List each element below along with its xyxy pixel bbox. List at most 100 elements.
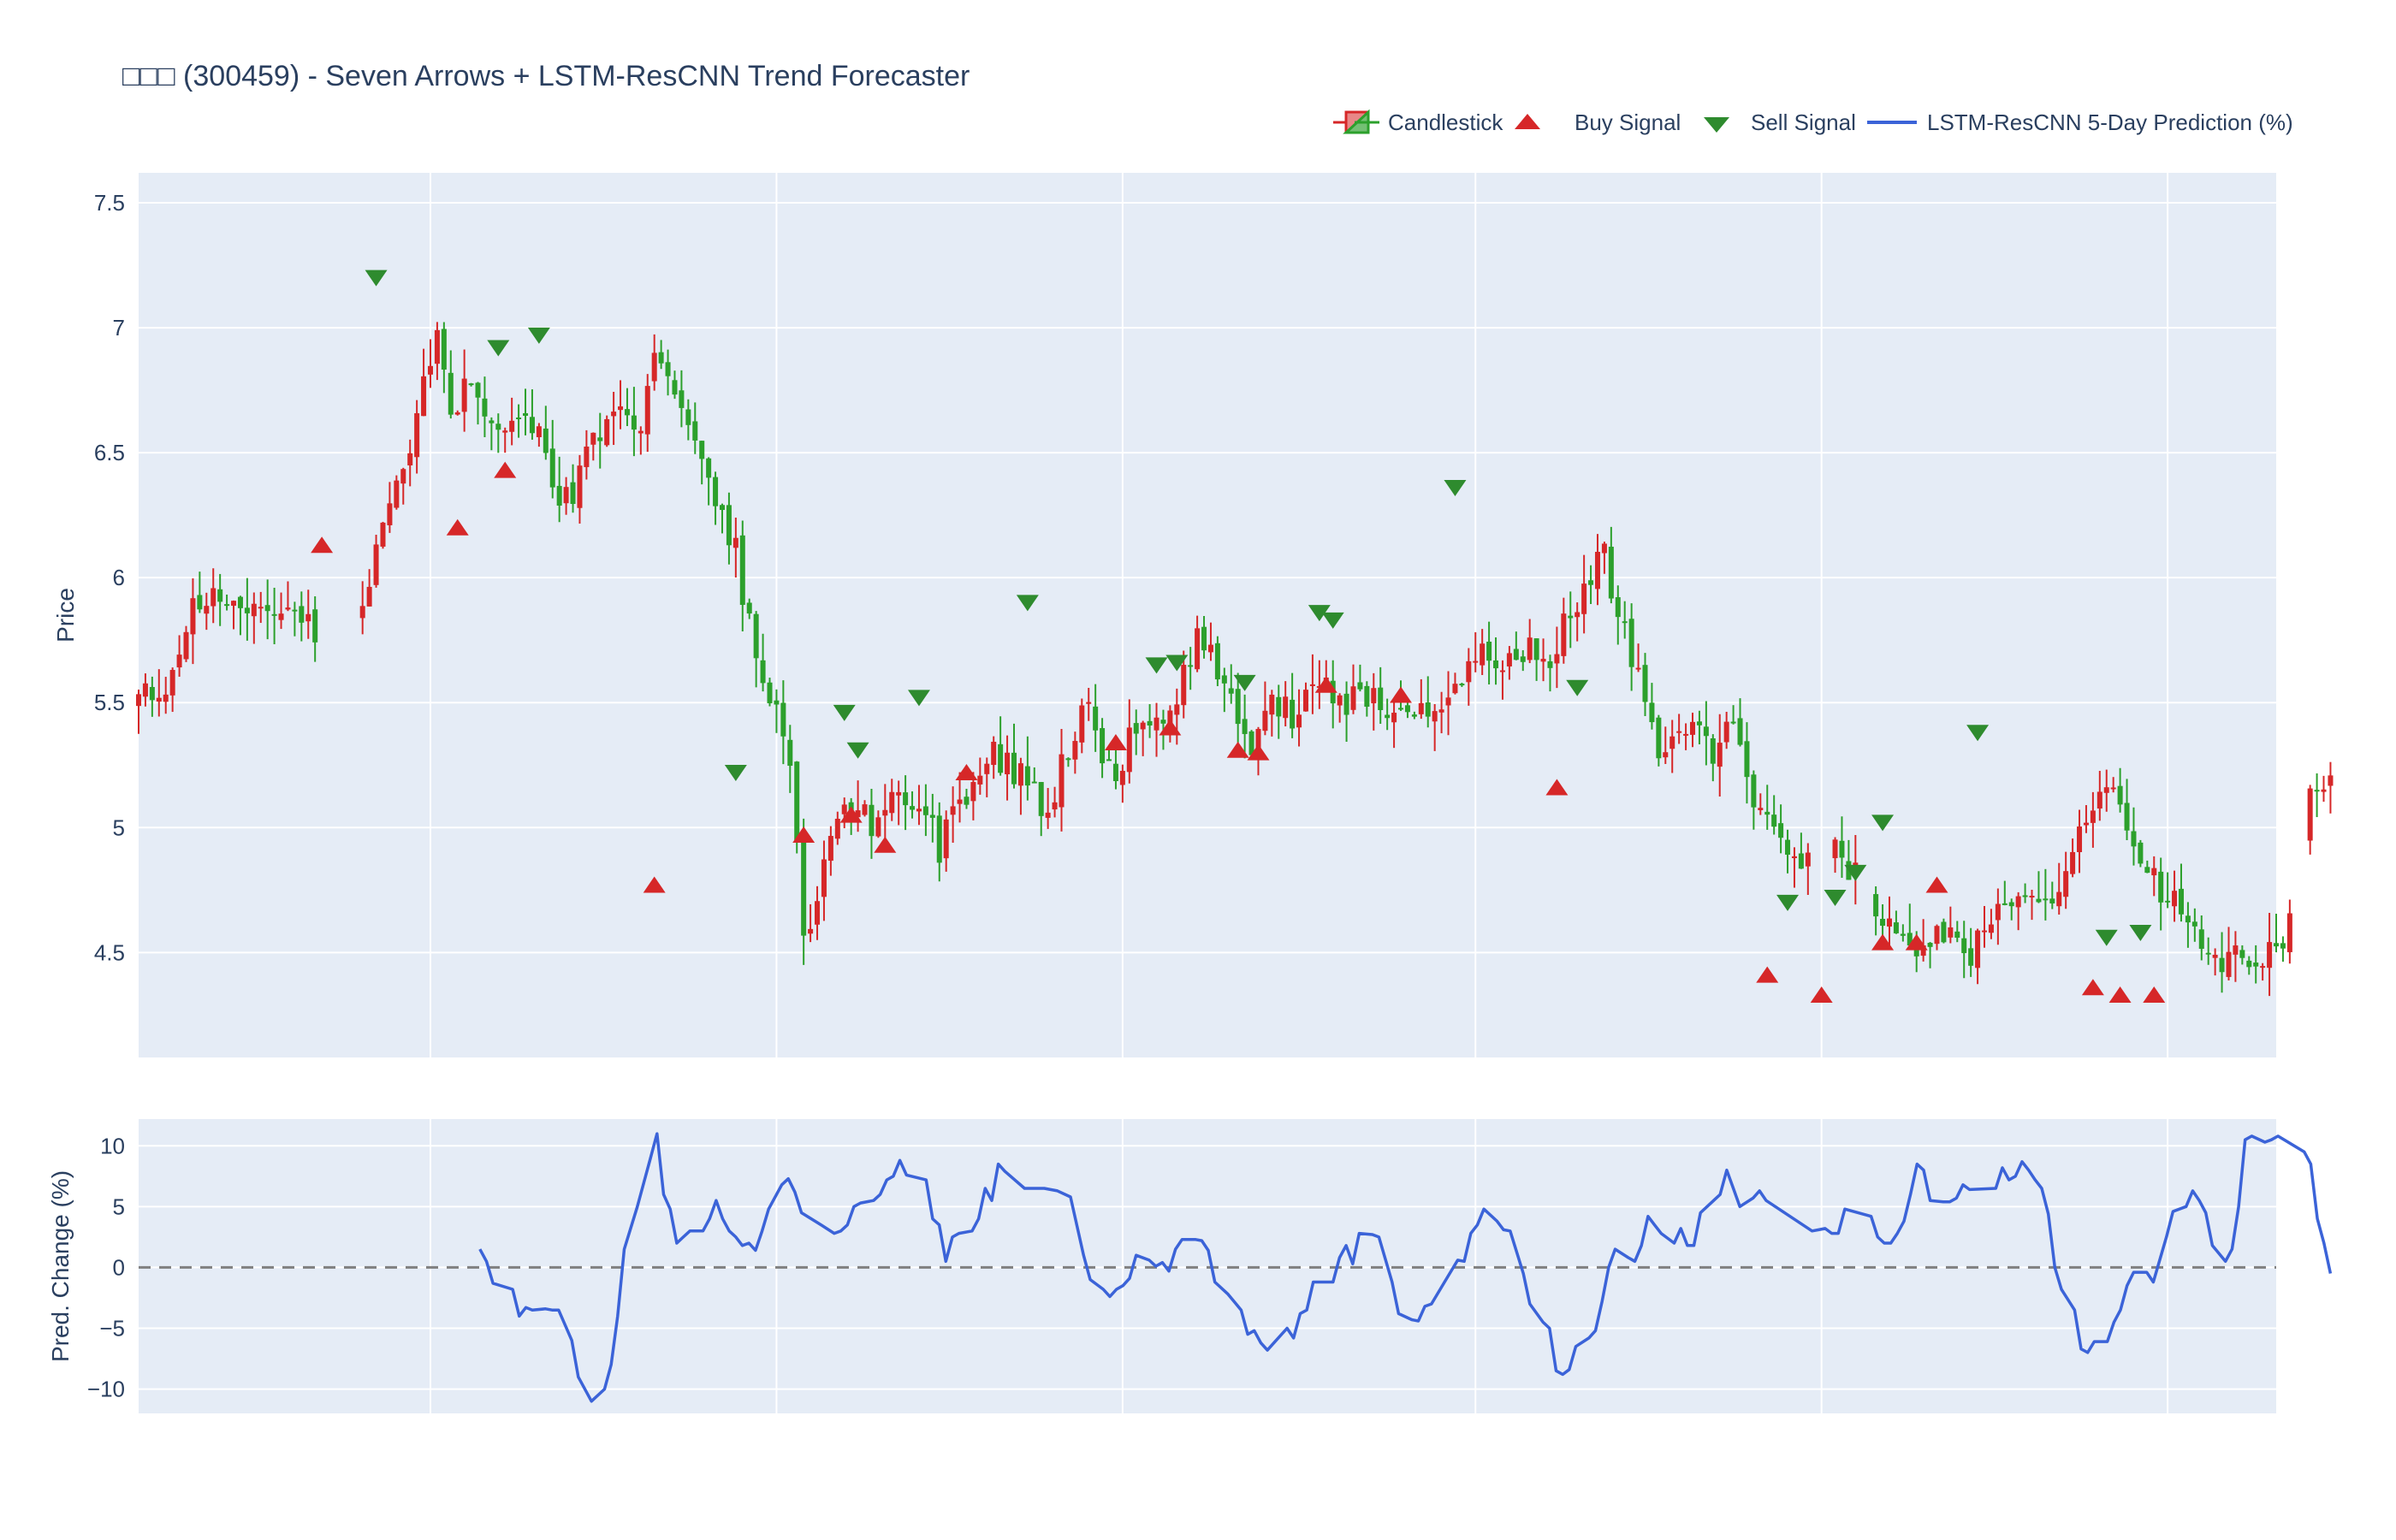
candle-body [271, 613, 277, 616]
candle-body [1059, 754, 1065, 808]
price-y-tick-label: 5.5 [94, 690, 125, 715]
candle-body [964, 797, 970, 805]
legend[interactable]: Candlestick Buy Signal Sell Signal LSTM-… [1333, 109, 2293, 135]
candle-body [1343, 693, 1349, 715]
candle-body [1954, 931, 1960, 939]
candle-body [1920, 945, 1926, 957]
candle-body [1031, 781, 1037, 784]
buy-signal-marker [311, 536, 334, 554]
candle-body [739, 535, 745, 605]
candle-body [285, 607, 291, 610]
candle-body [922, 806, 928, 815]
candle-body [597, 437, 603, 441]
candle-body [366, 586, 372, 607]
candle-body [1133, 723, 1139, 734]
candle-body [135, 694, 142, 707]
candle-body [1086, 702, 1092, 704]
candle-body [2124, 803, 2130, 831]
candle-body [1242, 719, 1248, 734]
candle-body [808, 928, 814, 934]
candle-body [549, 448, 555, 488]
candle-body [1839, 840, 1845, 858]
candles [135, 322, 2334, 997]
legend-item-sell-signal[interactable]: Sell Signal [1704, 110, 1856, 135]
prediction-axis-title: Pred. Change (%) [47, 1170, 74, 1362]
candle-body [2015, 896, 2021, 908]
prediction-y-tick-label: −5 [99, 1315, 125, 1341]
candle-body [1438, 709, 1444, 713]
candle-body [1106, 759, 1112, 761]
candle-body [903, 792, 909, 806]
triangle-up-icon [1515, 114, 1540, 129]
candle-body [1255, 729, 1261, 757]
candle-body [2226, 951, 2232, 977]
candle-body [278, 613, 284, 620]
candle-body [516, 418, 522, 420]
candle-body [570, 482, 576, 505]
candle-body [713, 477, 719, 506]
candle-body [1391, 713, 1397, 723]
candle-body [1228, 688, 1234, 694]
candle-body [1248, 731, 1254, 755]
buy-signal-marker [1314, 676, 1337, 693]
buy-signal-marker [1871, 933, 1895, 951]
sell-signal-marker [724, 765, 747, 782]
candle-body [1418, 702, 1424, 714]
buy-signal-marker [1226, 741, 1249, 758]
candle-body [1744, 741, 1750, 778]
candle-body [1561, 613, 1567, 656]
sell-signal-marker [2095, 929, 2118, 946]
prediction-y-tick-label: 10 [100, 1133, 125, 1158]
legend-item-buy-signal[interactable]: Buy Signal [1515, 110, 1681, 135]
candle-body [1751, 774, 1757, 808]
candle-body [1968, 948, 1974, 966]
candle-body [760, 660, 766, 684]
candle-body [1005, 752, 1011, 775]
prediction-series-line [478, 1132, 2333, 1403]
buy-signal-marker [1905, 933, 1928, 951]
candle-body [1988, 924, 1994, 933]
candle-body [1975, 930, 1981, 968]
candle-body [264, 605, 270, 612]
candle-body [1119, 770, 1125, 785]
candle-body [2036, 898, 2042, 903]
candle-body [176, 654, 182, 668]
candle-body [556, 485, 562, 506]
candle-body [2328, 775, 2334, 786]
candle-body [231, 601, 237, 606]
candle-body [163, 694, 169, 702]
candle-body [407, 453, 413, 465]
candle-body [237, 596, 243, 608]
candle-body [2083, 822, 2089, 826]
candle-body [142, 683, 148, 697]
candle-body [2239, 950, 2245, 958]
candle-body [1466, 660, 1472, 683]
candle-body [1126, 727, 1132, 773]
candle-body [373, 544, 379, 585]
candle-body [1785, 839, 1791, 855]
candle-body [1100, 728, 1106, 764]
candle-body [421, 376, 427, 417]
candle-body [1683, 733, 1689, 736]
candle-body [1432, 711, 1438, 722]
candle-body [1568, 615, 1574, 619]
legend-item-prediction[interactable]: LSTM-ResCNN 5-Day Prediction (%) [1867, 110, 2293, 135]
candle-body [889, 791, 895, 814]
candle-body [1221, 675, 1227, 684]
candle-body [1072, 741, 1078, 760]
buy-signal-marker [839, 806, 863, 823]
prediction-y-tick-label: 5 [113, 1194, 125, 1219]
candle-body [2008, 902, 2014, 907]
candle-body [611, 412, 617, 417]
candle-body [2314, 790, 2320, 792]
legend-item-candlestick[interactable]: Candlestick [1333, 109, 1503, 135]
candle-body [454, 412, 460, 415]
candle-body [1961, 938, 1967, 954]
sell-signal-marker [2129, 924, 2152, 941]
candle-body [1927, 942, 1933, 947]
candle-body [1689, 721, 1696, 735]
buy-signal-marker [446, 518, 469, 536]
candle-body [1214, 643, 1220, 680]
candle-body [523, 412, 529, 416]
